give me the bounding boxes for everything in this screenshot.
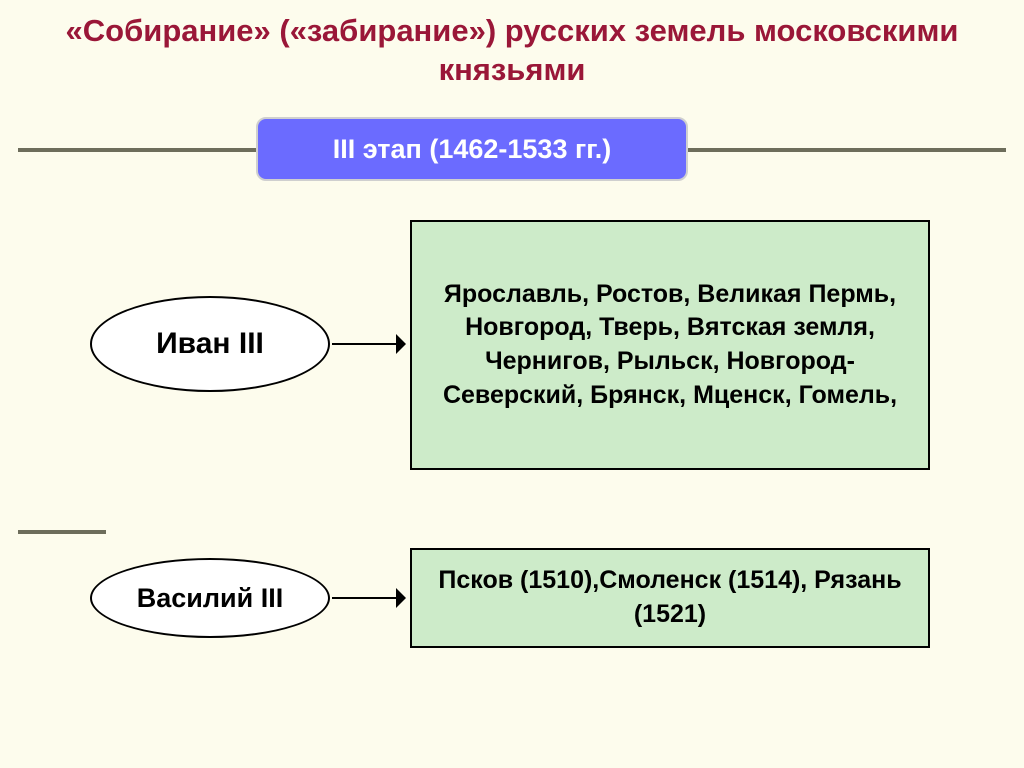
slide-title: «Собирание» («забирание») русских земель… (0, 0, 1024, 90)
arrow-1 (332, 597, 396, 599)
stage-box: III этап (1462-1533 гг.) (256, 117, 688, 181)
lands-box-0: Ярославль, Ростов, Великая Пермь, Новгор… (410, 220, 930, 470)
ruler-ellipse-1: Василий III (90, 558, 330, 638)
arrow-0 (332, 343, 396, 345)
lands-box-1: Псков (1510),Смоленск (1514), Рязань (15… (410, 548, 930, 648)
arrow-head-1 (396, 588, 406, 608)
arrow-head-0 (396, 334, 406, 354)
ruler-ellipse-0: Иван III (90, 296, 330, 392)
decor-hline-1 (18, 530, 106, 534)
